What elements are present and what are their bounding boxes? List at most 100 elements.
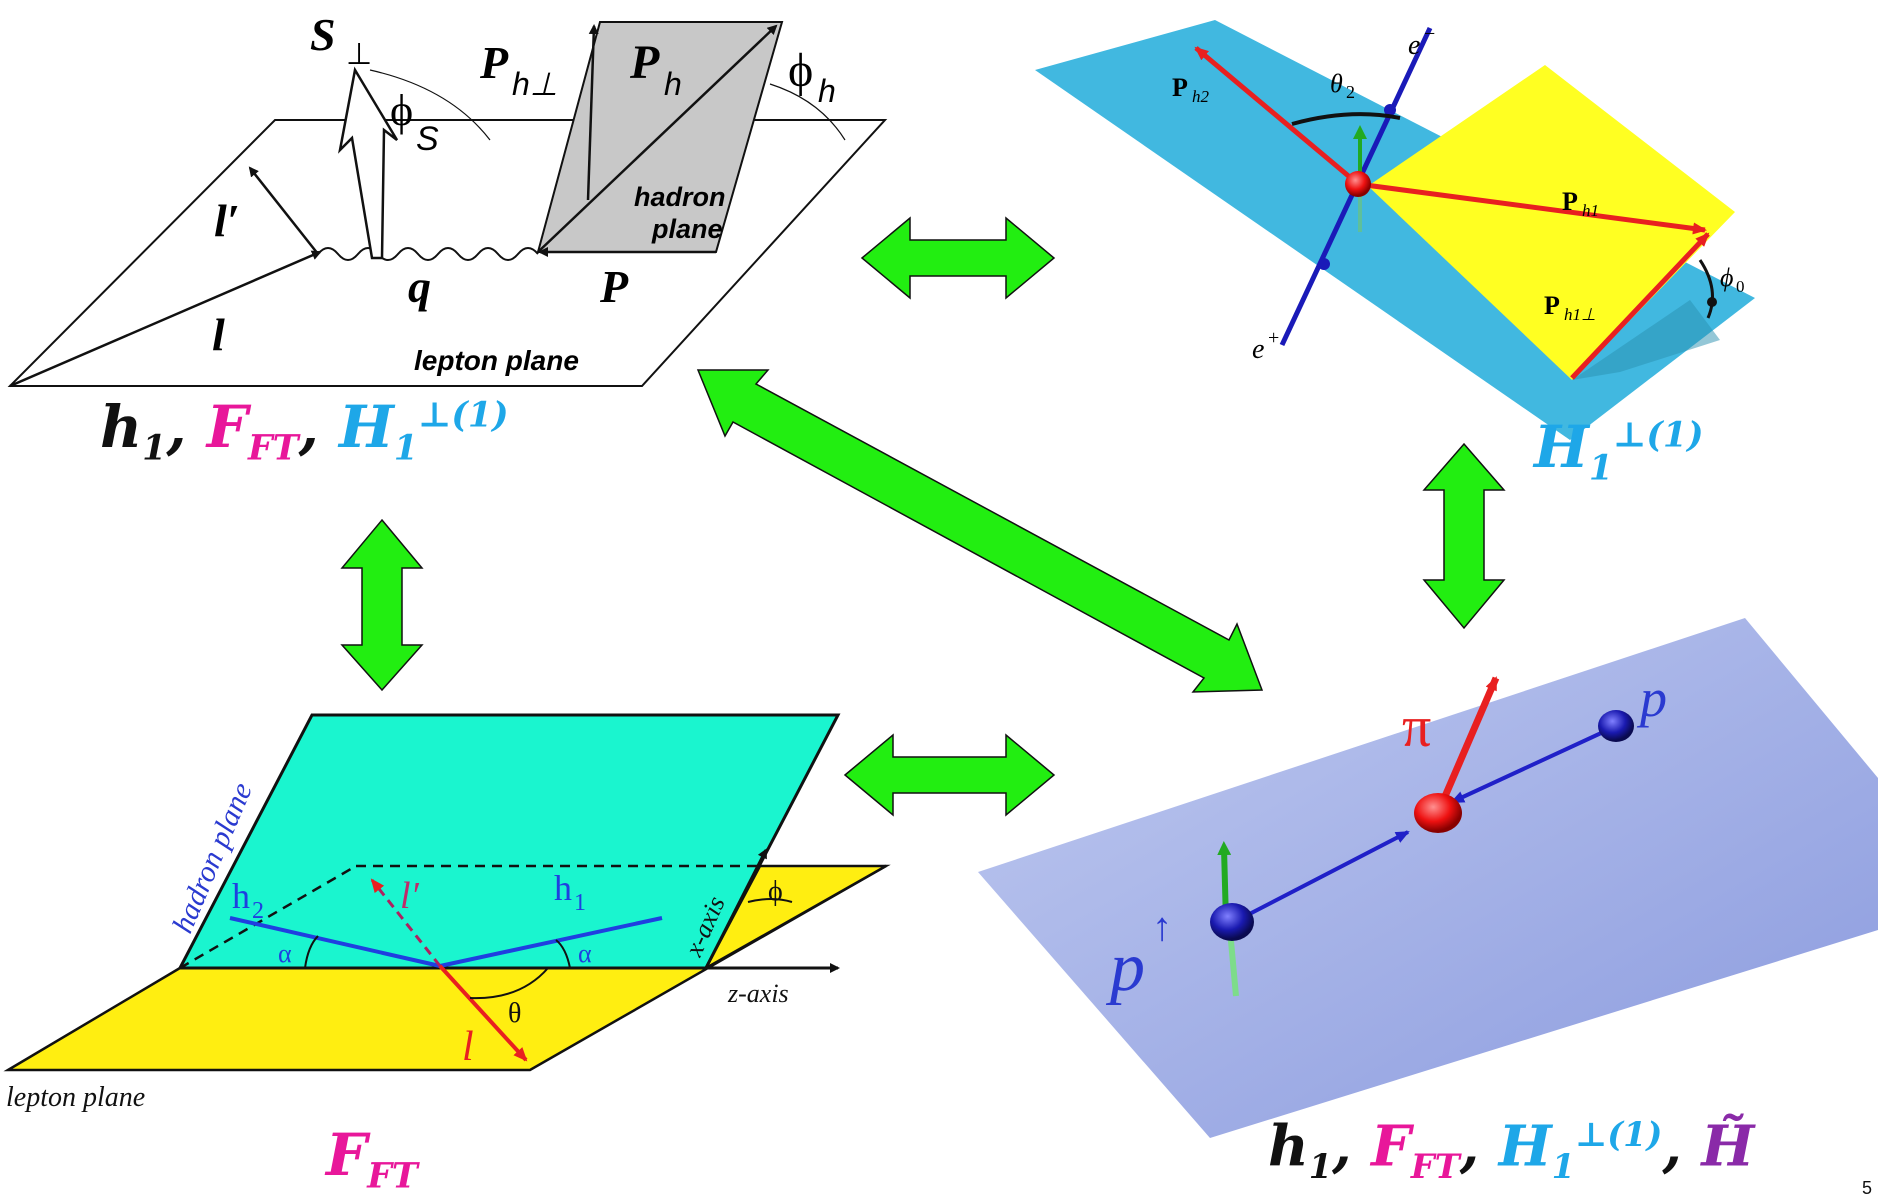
ee-vertex: [1345, 171, 1371, 197]
sidis-Ph-label: P: [629, 36, 660, 89]
sidis-phiS-arc: [369, 69, 491, 141]
sidis-q-label: q: [408, 261, 431, 312]
ee-phi0-sub: 0: [1736, 277, 1745, 296]
pp-unpolarized-proton: [1598, 710, 1634, 742]
sidis-functions-label: h1, FFT, H1⊥(1): [100, 398, 509, 466]
func-h1-sub: 1: [1308, 1145, 1333, 1186]
double-arrow-top-horizontal: [860, 216, 1056, 300]
func-F-sub: FT: [367, 1155, 418, 1197]
dihadron-alpha2-arc: [555, 939, 571, 969]
dihadron-h1-line: [439, 916, 663, 968]
func-F: F: [1371, 1113, 1411, 1180]
sidis-P-label: P: [599, 261, 629, 312]
pp-vertex: [1414, 793, 1462, 833]
pp-pi-label: π: [1402, 694, 1431, 759]
sidis-Ph-sub: h: [664, 66, 682, 102]
sidis-lepton-l-line: [9, 250, 322, 388]
func-H-sup: ⊥(1): [418, 394, 509, 436]
sidis-Ph-line: [537, 24, 778, 253]
ee-Ph1perp-line: [1570, 232, 1710, 380]
dihadron-lepton-plane-label: lepton plane: [6, 1082, 145, 1113]
separator: ,: [298, 393, 339, 461]
ee-labels: e − e + θ 2 P h2 P h1 P h1⊥ ϕ 0: [1172, 23, 1745, 365]
pp-p-label: p: [1636, 668, 1667, 728]
double-arrow-bottom-horizontal: [843, 733, 1056, 817]
func-H: H: [338, 393, 394, 461]
func-h1-sub: 1: [142, 427, 167, 469]
sidis-phih-arc: [769, 83, 846, 141]
ee-Ph2-line: [1194, 46, 1360, 186]
dihadron-functions-label: FFT: [326, 1126, 418, 1194]
page-number: 5: [1862, 1178, 1873, 1198]
func-H-sub: 1: [393, 427, 418, 469]
ee-Ph1perp-sub: h1⊥: [1564, 305, 1596, 324]
sidis-phih-sub: h: [818, 73, 836, 109]
dihadron-phi-label: ϕ: [768, 876, 783, 907]
ee-Ph1perp-label: P: [1544, 291, 1560, 320]
ee-functions-label: H1⊥(1): [1534, 418, 1704, 486]
dihadron-alpha1-arc: [304, 935, 319, 969]
pp-pup-label: p: [1105, 929, 1145, 1006]
dihadron-h1-label: h: [554, 868, 572, 908]
dihadron-alpha2-label: α: [578, 939, 592, 968]
ee-Ph2-label: P: [1172, 73, 1188, 102]
sidis-Phperp-sub: h⊥: [512, 66, 558, 102]
dihadron-h2-line: [229, 916, 441, 968]
double-arrow-right-vertical: [1422, 442, 1506, 630]
pp-functions-label: h1, FFT, H1⊥(1), H̃: [1268, 1117, 1754, 1186]
dihadron-theta-label: θ: [508, 998, 521, 1029]
sidis-plane-label: plane: [651, 214, 723, 244]
double-arrow-diagonal: [696, 369, 1264, 693]
dihadron-l-label: l: [462, 1024, 474, 1070]
sidis-Phperp-label: P: [479, 37, 509, 88]
sidis-photon-q: [317, 247, 539, 261]
green-arrows: [340, 216, 1506, 817]
dihadron-lprime-label: l′: [400, 875, 420, 917]
dihadron-theta-arc: [469, 967, 549, 1000]
func-F-sub: FT: [247, 427, 299, 469]
ee-shadow: [1572, 300, 1720, 380]
ee-Ph1-label: P: [1562, 187, 1578, 216]
pp-plane: [978, 618, 1878, 1138]
ee-theta2-label: θ: [1330, 69, 1343, 98]
sidis-l-label: l: [212, 309, 225, 360]
ee-theta2-sub: 2: [1346, 82, 1355, 102]
dihadron-alpha1-label: α: [278, 939, 292, 968]
ee-eplus-label: e: [1252, 334, 1264, 365]
dihadron-phi-arc: [747, 898, 793, 903]
ee-beam-dot: [1384, 104, 1396, 116]
dihadron-diagram: [3, 713, 891, 1072]
func-H-sup: ⊥(1): [1613, 414, 1704, 456]
pp-polarized-proton: [1210, 903, 1254, 941]
func-H: H: [1498, 1113, 1552, 1180]
sidis-lepton-plane: [7, 119, 888, 387]
dihadron-h1-sub: 1: [574, 890, 586, 916]
sidis-phiS-label: ϕ: [390, 86, 413, 135]
separator: ,: [1332, 1113, 1372, 1180]
func-H-sub: 1: [1588, 447, 1614, 489]
sidis-phih-label: ϕ: [788, 44, 813, 97]
pp-spin-green-tail: [1227, 929, 1239, 997]
dihadron-z-axis-label: z-axis: [727, 979, 789, 1008]
ee-eminus-label: e: [1408, 30, 1420, 61]
pp-diagram: [978, 618, 1878, 1138]
func-H-sup: ⊥(1): [1574, 1114, 1663, 1154]
dihadron-h2-label: h: [232, 876, 250, 916]
dihadron-x-axis: [704, 848, 768, 969]
ee-diagram: [1035, 20, 1755, 440]
ee-phi0-label: ϕ: [1720, 263, 1733, 292]
sidis-lprime-label: l′: [214, 195, 240, 246]
ee-Ph2-sub: h2: [1192, 87, 1210, 106]
sidis-lepton-plane-label: lepton plane: [414, 345, 579, 376]
ee-phi0-dot: [1707, 297, 1717, 307]
ee-eplus-sup: +: [1268, 327, 1279, 349]
func-H-sub: 1: [1551, 1145, 1575, 1186]
separator: ,: [1662, 1113, 1702, 1180]
pp-labels: π p p ↑: [1105, 668, 1667, 1006]
sidis-diagram: [7, 21, 888, 388]
dihadron-hadron-plane: [177, 713, 841, 970]
dihadron-h2-sub: 2: [252, 898, 264, 924]
func-F: F: [326, 1121, 368, 1189]
pp-left-beam: [1233, 830, 1410, 924]
